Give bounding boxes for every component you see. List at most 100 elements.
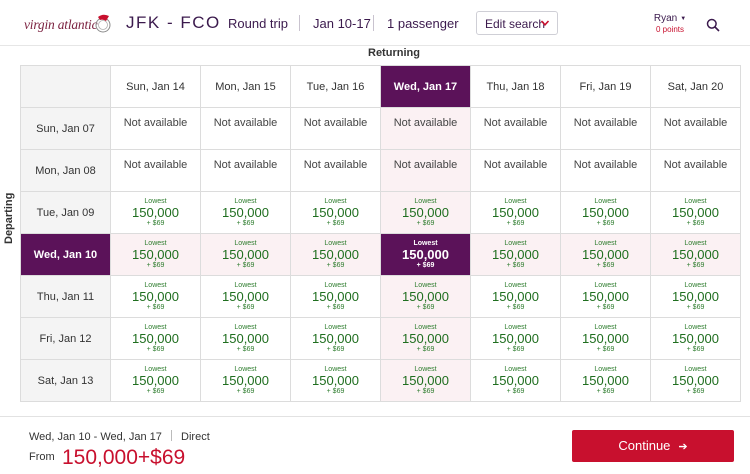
- fare-cell[interactable]: Lowest 150,000 + $69: [200, 317, 291, 360]
- fare-lowest-label: Lowest: [144, 240, 167, 247]
- fare-cell[interactable]: Lowest 150,000 + $69: [110, 317, 201, 360]
- return-date-header[interactable]: Fri, Jan 19: [560, 65, 651, 108]
- fare-cell[interactable]: Lowest 150,000 + $69: [380, 275, 471, 318]
- return-date-header[interactable]: Wed, Jan 17: [380, 65, 471, 108]
- fare-cell[interactable]: Lowest 150,000 + $69: [470, 191, 561, 234]
- fare-cell[interactable]: Lowest 150,000 + $69: [290, 317, 381, 360]
- fare-cell[interactable]: Lowest 150,000 + $69: [200, 233, 291, 276]
- fare-cell[interactable]: Lowest 150,000 + $69: [650, 275, 741, 318]
- depart-date-header[interactable]: Sat, Jan 13: [20, 359, 111, 402]
- trip-dates: Jan 10-17: [313, 16, 371, 31]
- return-date-header[interactable]: Tue, Jan 16: [290, 65, 381, 108]
- depart-date-header[interactable]: Tue, Jan 09: [20, 191, 111, 234]
- fare-calendar-grid: Sun, Jan 14 Mon, Jan 15 Tue, Jan 16 Wed, Ja…: [20, 65, 741, 402]
- fare-cell[interactable]: Lowest 150,000 + $69: [200, 359, 291, 402]
- fare-cell[interactable]: Lowest 150,000 + $69: [200, 191, 291, 234]
- arrow-right-icon: ➔: [678, 441, 688, 453]
- fare-points: 150,000: [132, 331, 179, 346]
- fare-cell[interactable]: Lowest 150,000 + $69: [650, 317, 741, 360]
- fare-points: 150,000: [402, 247, 449, 262]
- depart-date-header[interactable]: Wed, Jan 10: [20, 233, 111, 276]
- fare-points: 150,000: [492, 247, 539, 262]
- fare-cell[interactable]: Lowest 150,000 + $69: [200, 275, 291, 318]
- fare-cell[interactable]: Lowest 150,000 + $69: [110, 275, 201, 318]
- grid-corner: [20, 65, 111, 108]
- fare-cell[interactable]: Lowest 150,000 + $69: [380, 191, 471, 234]
- depart-date-header[interactable]: Thu, Jan 11: [20, 275, 111, 318]
- fare-lowest-label: Lowest: [414, 282, 437, 289]
- user-menu[interactable]: Ryan ▼ 0 points: [650, 13, 690, 34]
- fare-cell[interactable]: Lowest 150,000 + $69: [560, 359, 651, 402]
- selected-depart-date: Wed, Jan 10: [29, 431, 91, 443]
- return-date-header[interactable]: Thu, Jan 18: [470, 65, 561, 108]
- fare-tax: + $69: [236, 262, 255, 269]
- continue-button[interactable]: Continue ➔: [572, 430, 734, 462]
- fare-tax: + $69: [506, 262, 525, 269]
- fare-cell[interactable]: Lowest 150,000 + $69: [650, 359, 741, 402]
- fare-lowest-label: Lowest: [594, 240, 617, 247]
- fare-cell[interactable]: Lowest 150,000 + $69: [290, 359, 381, 402]
- unavailable-cell: Not available: [470, 107, 561, 150]
- fare-cell[interactable]: Lowest 150,000 + $69: [110, 233, 201, 276]
- fare-lowest-label: Lowest: [324, 366, 347, 373]
- fare-cell[interactable]: Lowest 150,000 + $69: [110, 191, 201, 234]
- unavailable-cell: Not available: [290, 149, 381, 192]
- fare-points: 150,000: [672, 331, 719, 346]
- fare-cell[interactable]: Lowest 150,000 + $69: [560, 191, 651, 234]
- selected-return-date: - Wed, Jan 17: [93, 431, 162, 443]
- fare-cell[interactable]: Lowest 150,000 + $69: [290, 275, 381, 318]
- fare-lowest-label: Lowest: [144, 198, 167, 205]
- fare-cell[interactable]: Lowest 150,000 + $69: [560, 275, 651, 318]
- fare-lowest-label: Lowest: [594, 282, 617, 289]
- fare-cell[interactable]: Lowest 150,000 + $69: [380, 359, 471, 402]
- depart-date-header[interactable]: Mon, Jan 08: [20, 149, 111, 192]
- return-date-header[interactable]: Sun, Jan 14: [110, 65, 201, 108]
- fare-points: 150,000: [492, 289, 539, 304]
- footer-divider: [170, 430, 172, 441]
- fare-tax: + $69: [236, 388, 255, 395]
- not-available-text: Not available: [393, 117, 458, 129]
- unavailable-cell: Not available: [470, 149, 561, 192]
- fare-cell[interactable]: Lowest 150,000 + $69: [380, 233, 471, 276]
- fare-points: 150,000: [222, 289, 269, 304]
- fare-lowest-label: Lowest: [684, 198, 707, 205]
- fare-cell[interactable]: Lowest 150,000 + $69: [470, 275, 561, 318]
- fare-tax: + $69: [416, 346, 435, 353]
- fare-tax: + $69: [416, 304, 435, 311]
- user-name: Ryan: [653, 13, 678, 24]
- fare-points: 150,000: [312, 331, 359, 346]
- fare-cell[interactable]: Lowest 150,000 + $69: [470, 233, 561, 276]
- fare-cell[interactable]: Lowest 150,000 + $69: [650, 191, 741, 234]
- fare-lowest-label: Lowest: [413, 240, 438, 247]
- unavailable-cell: Not available: [650, 149, 741, 192]
- fare-points: 150,000: [582, 331, 629, 346]
- fare-cell[interactable]: Lowest 150,000 + $69: [470, 317, 561, 360]
- depart-date-header[interactable]: Sun, Jan 07: [20, 107, 111, 150]
- fare-cell[interactable]: Lowest 150,000 + $69: [650, 233, 741, 276]
- edit-search-button[interactable]: Edit search: [476, 11, 558, 35]
- fare-cell[interactable]: Lowest 150,000 + $69: [290, 233, 381, 276]
- return-date-header[interactable]: Mon, Jan 15: [200, 65, 291, 108]
- fare-cell[interactable]: Lowest 150,000 + $69: [290, 191, 381, 234]
- departing-axis-label: Departing: [3, 192, 15, 244]
- virgin-atlantic-logo[interactable]: virgin atlantic: [24, 12, 112, 36]
- not-available-text: Not available: [123, 159, 188, 171]
- fare-cell[interactable]: Lowest 150,000 + $69: [560, 317, 651, 360]
- not-available-text: Not available: [573, 159, 638, 171]
- fare-cell[interactable]: Lowest 150,000 + $69: [380, 317, 471, 360]
- fare-lowest-label: Lowest: [324, 240, 347, 247]
- depart-date-header[interactable]: Fri, Jan 12: [20, 317, 111, 360]
- return-date-header[interactable]: Sat, Jan 20: [650, 65, 741, 108]
- fare-tax: + $69: [326, 220, 345, 227]
- fare-points: 150,000: [582, 373, 629, 388]
- fare-cell[interactable]: Lowest 150,000 + $69: [110, 359, 201, 402]
- fare-tax: + $69: [686, 262, 705, 269]
- search-icon[interactable]: [706, 18, 720, 32]
- fare-cell[interactable]: Lowest 150,000 + $69: [470, 359, 561, 402]
- fare-cell[interactable]: Lowest 150,000 + $69: [560, 233, 651, 276]
- fare-tax: + $69: [506, 220, 525, 227]
- not-available-text: Not available: [573, 117, 638, 129]
- fare-lowest-label: Lowest: [684, 366, 707, 373]
- fare-tax: + $69: [686, 388, 705, 395]
- header-divider: [299, 15, 300, 31]
